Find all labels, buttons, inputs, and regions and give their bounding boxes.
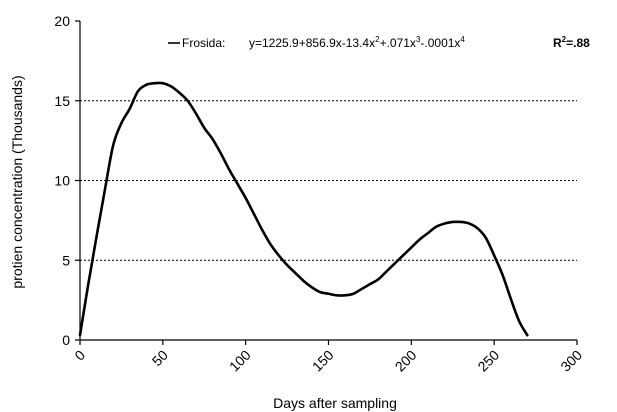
legend: Frosida: y=1225.9+856.9x-13.4x2+.071x3-.… xyxy=(168,35,590,50)
x-tick-label: 0 xyxy=(71,347,88,364)
y-tick-label: 5 xyxy=(62,252,70,268)
x-tick-label: 100 xyxy=(226,347,254,375)
r-squared-label: R2=.88 xyxy=(553,35,590,50)
x-tick-label: 150 xyxy=(309,347,337,375)
equation-part-1: y=1225.9+856.9x-13.4x xyxy=(249,36,375,50)
equation-part-3: -.0001x xyxy=(420,36,460,50)
y-tick-label: 0 xyxy=(62,332,70,348)
gridlines xyxy=(80,100,577,261)
equation-exp-3: 4 xyxy=(460,35,465,44)
x-tick-label: 200 xyxy=(392,347,420,375)
x-tick-label: 300 xyxy=(557,347,585,375)
y-tick-label: 20 xyxy=(54,13,70,29)
r2-value: =.88 xyxy=(566,36,590,50)
regression-equation: y=1225.9+856.9x-13.4x2+.071x3-.0001x4 xyxy=(249,35,465,50)
x-tick-label: 50 xyxy=(149,347,171,369)
y-axis-title: protien concentration (Thousands) xyxy=(9,75,25,288)
equation-exp-2: 3 xyxy=(416,35,421,44)
r2-prefix: R xyxy=(553,36,562,50)
x-tick-label: 250 xyxy=(474,347,502,375)
equation-exp-1: 2 xyxy=(375,35,380,44)
r2-exponent: 2 xyxy=(562,35,567,44)
axes xyxy=(75,20,578,345)
legend-series-label: Frosida: xyxy=(182,36,225,50)
equation-part-2: +.071x xyxy=(380,36,416,50)
series-layer xyxy=(78,81,529,337)
y-tick-label: 10 xyxy=(54,173,70,189)
y-tick-label: 15 xyxy=(54,93,70,109)
series-line-frosida xyxy=(78,81,529,337)
x-axis-title: Days after sampling xyxy=(273,395,397,411)
